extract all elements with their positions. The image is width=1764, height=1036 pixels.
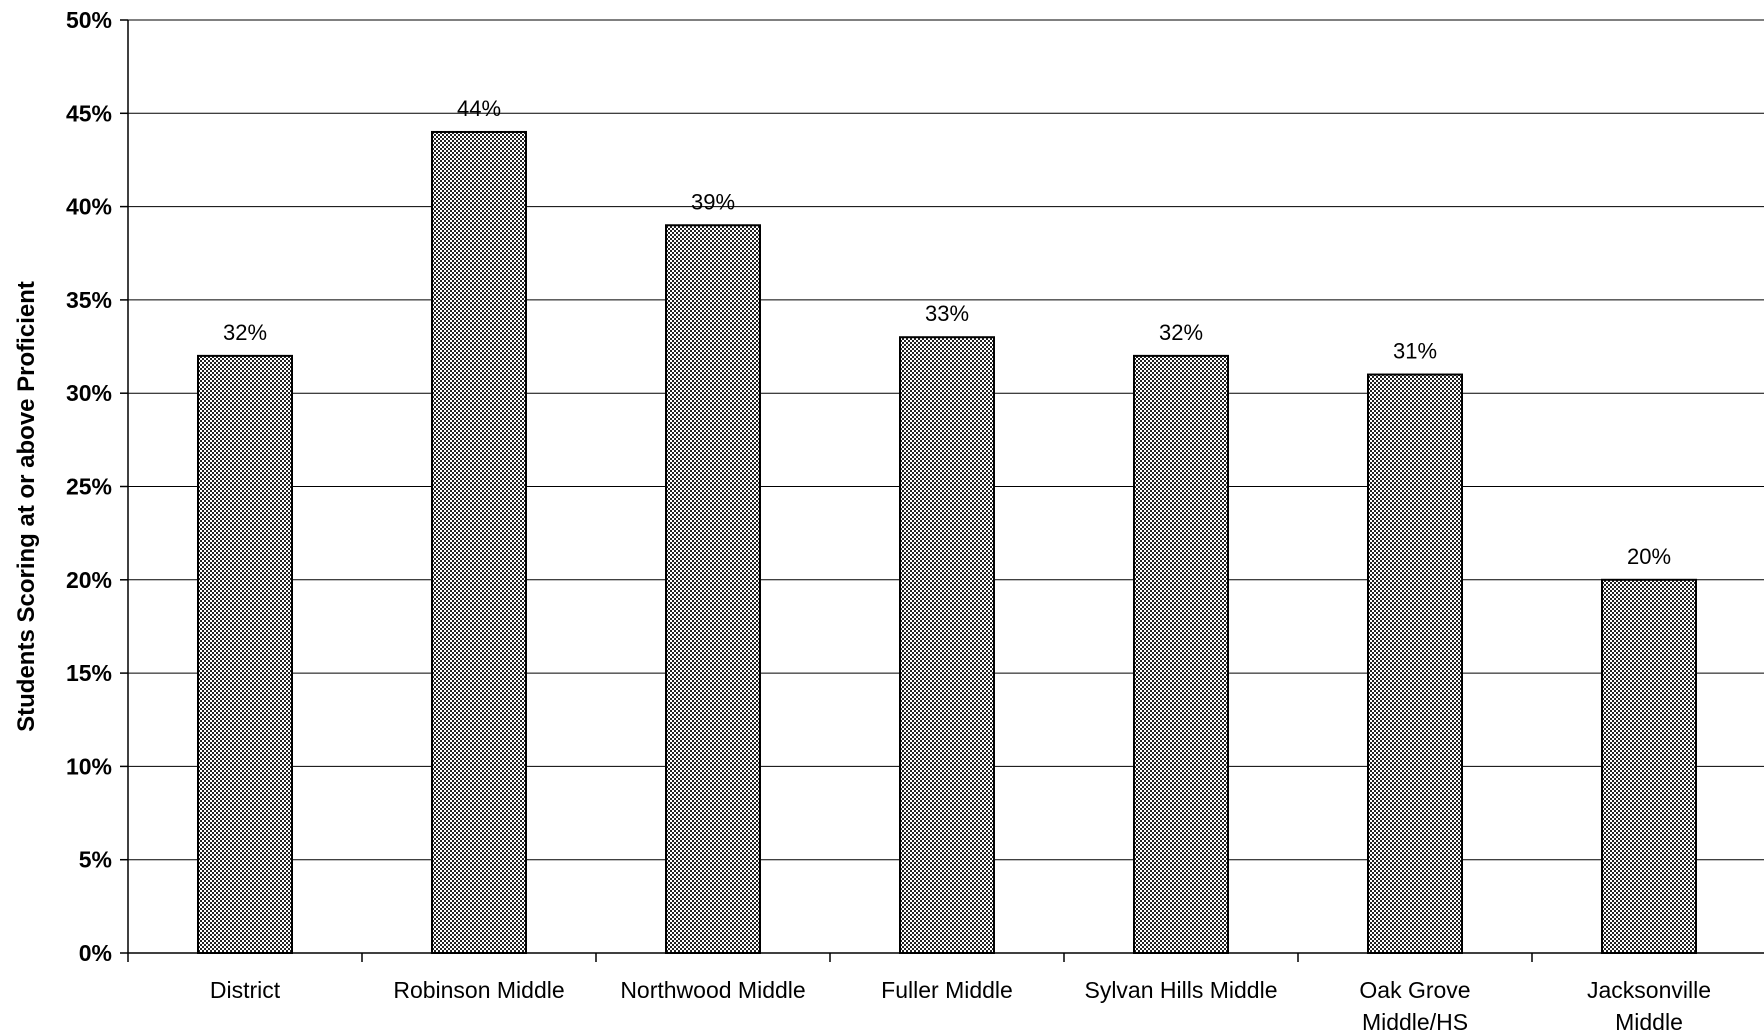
data-label: 31% (1393, 339, 1437, 364)
x-tick-label: Oak Grove (1359, 977, 1470, 1003)
x-tick-label: Fuller Middle (881, 977, 1013, 1003)
x-tick-label: Sylvan Hills Middle (1084, 977, 1277, 1003)
bar (899, 336, 995, 955)
bar (197, 354, 293, 954)
y-tick-label: 35% (66, 287, 112, 313)
bar (1133, 354, 1229, 954)
bar (665, 224, 761, 954)
y-tick-label: 5% (79, 847, 112, 873)
bar (1601, 578, 1697, 954)
axes (120, 19, 1764, 962)
y-axis-title: Students Scoring at or above Proficient (13, 281, 40, 732)
data-label: 33% (925, 301, 969, 326)
y-tick-label: 20% (66, 567, 112, 593)
y-tick-label: 40% (66, 194, 112, 220)
y-tick-label: 10% (66, 753, 112, 779)
x-tick-label: Middle/HS (1362, 1009, 1468, 1035)
labels: 0% 5% 10% 15% 20% 25% 30% 35% 40% 45% 50% 32% Distri… (66, 7, 1711, 1035)
data-label: 32% (1159, 320, 1203, 345)
data-label: 32% (223, 320, 267, 345)
x-tick-label: Robinson Middle (393, 977, 564, 1003)
data-label: 44% (457, 96, 501, 121)
y-tick-label: 50% (66, 7, 112, 33)
data-label: 39% (691, 189, 735, 214)
y-tick-label: 45% (66, 100, 112, 126)
x-tick-label: Jacksonville (1587, 977, 1711, 1003)
y-tick-label: 0% (79, 940, 112, 966)
data-label: 20% (1627, 544, 1671, 569)
bar (1367, 373, 1463, 955)
bar (431, 130, 527, 954)
y-tick-label: 30% (66, 380, 112, 406)
x-tick-label: Middle (1615, 1009, 1683, 1035)
x-tick-label: District (210, 977, 281, 1003)
x-tick-label: Northwood Middle (620, 977, 805, 1003)
y-tick-label: 25% (66, 474, 112, 500)
y-tick-label: 15% (66, 660, 112, 686)
bars (197, 130, 1697, 955)
